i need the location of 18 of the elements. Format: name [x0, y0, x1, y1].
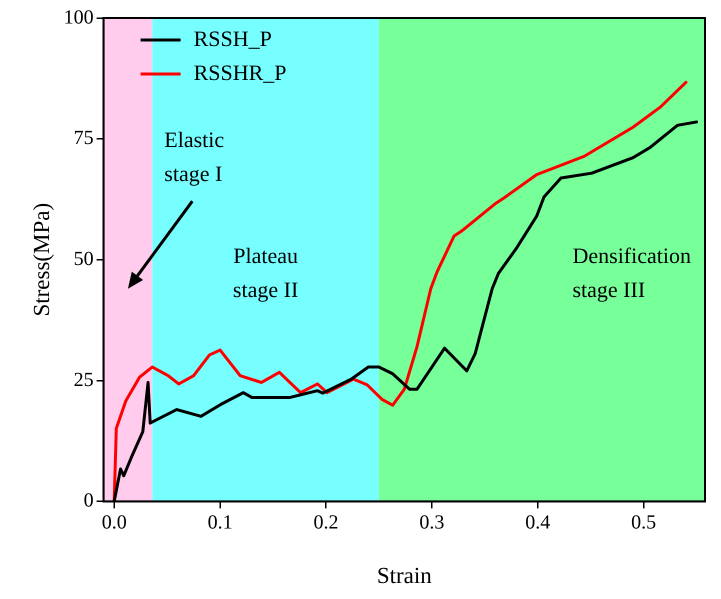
- legend-label: RSSHR_P: [194, 60, 287, 85]
- legend-label: RSSH_P: [194, 26, 272, 51]
- x-tick-label: 0.0: [102, 512, 127, 534]
- y-tick-label: 25: [74, 368, 94, 391]
- y-tick-label: 50: [74, 248, 94, 270]
- y-axis-title: Stress(MPa): [28, 202, 54, 317]
- y-tick-label: 0: [84, 490, 94, 512]
- y-tick-label: 100: [64, 6, 94, 28]
- x-tick-label: 0.5: [631, 512, 656, 534]
- band-label: Elastic stage I: [164, 126, 224, 186]
- x-axis-title: Strain: [376, 563, 432, 588]
- x-tick-label: 0.4: [525, 512, 550, 534]
- x-tick-label: 0.1: [208, 512, 233, 534]
- band-label: Plateau stage II: [232, 242, 298, 302]
- y-tick-label: 75: [74, 127, 94, 150]
- x-tick-label: 0.2: [313, 512, 338, 534]
- x-tick-label: 0.3: [419, 512, 444, 534]
- band-label: Densification stage III: [572, 242, 692, 302]
